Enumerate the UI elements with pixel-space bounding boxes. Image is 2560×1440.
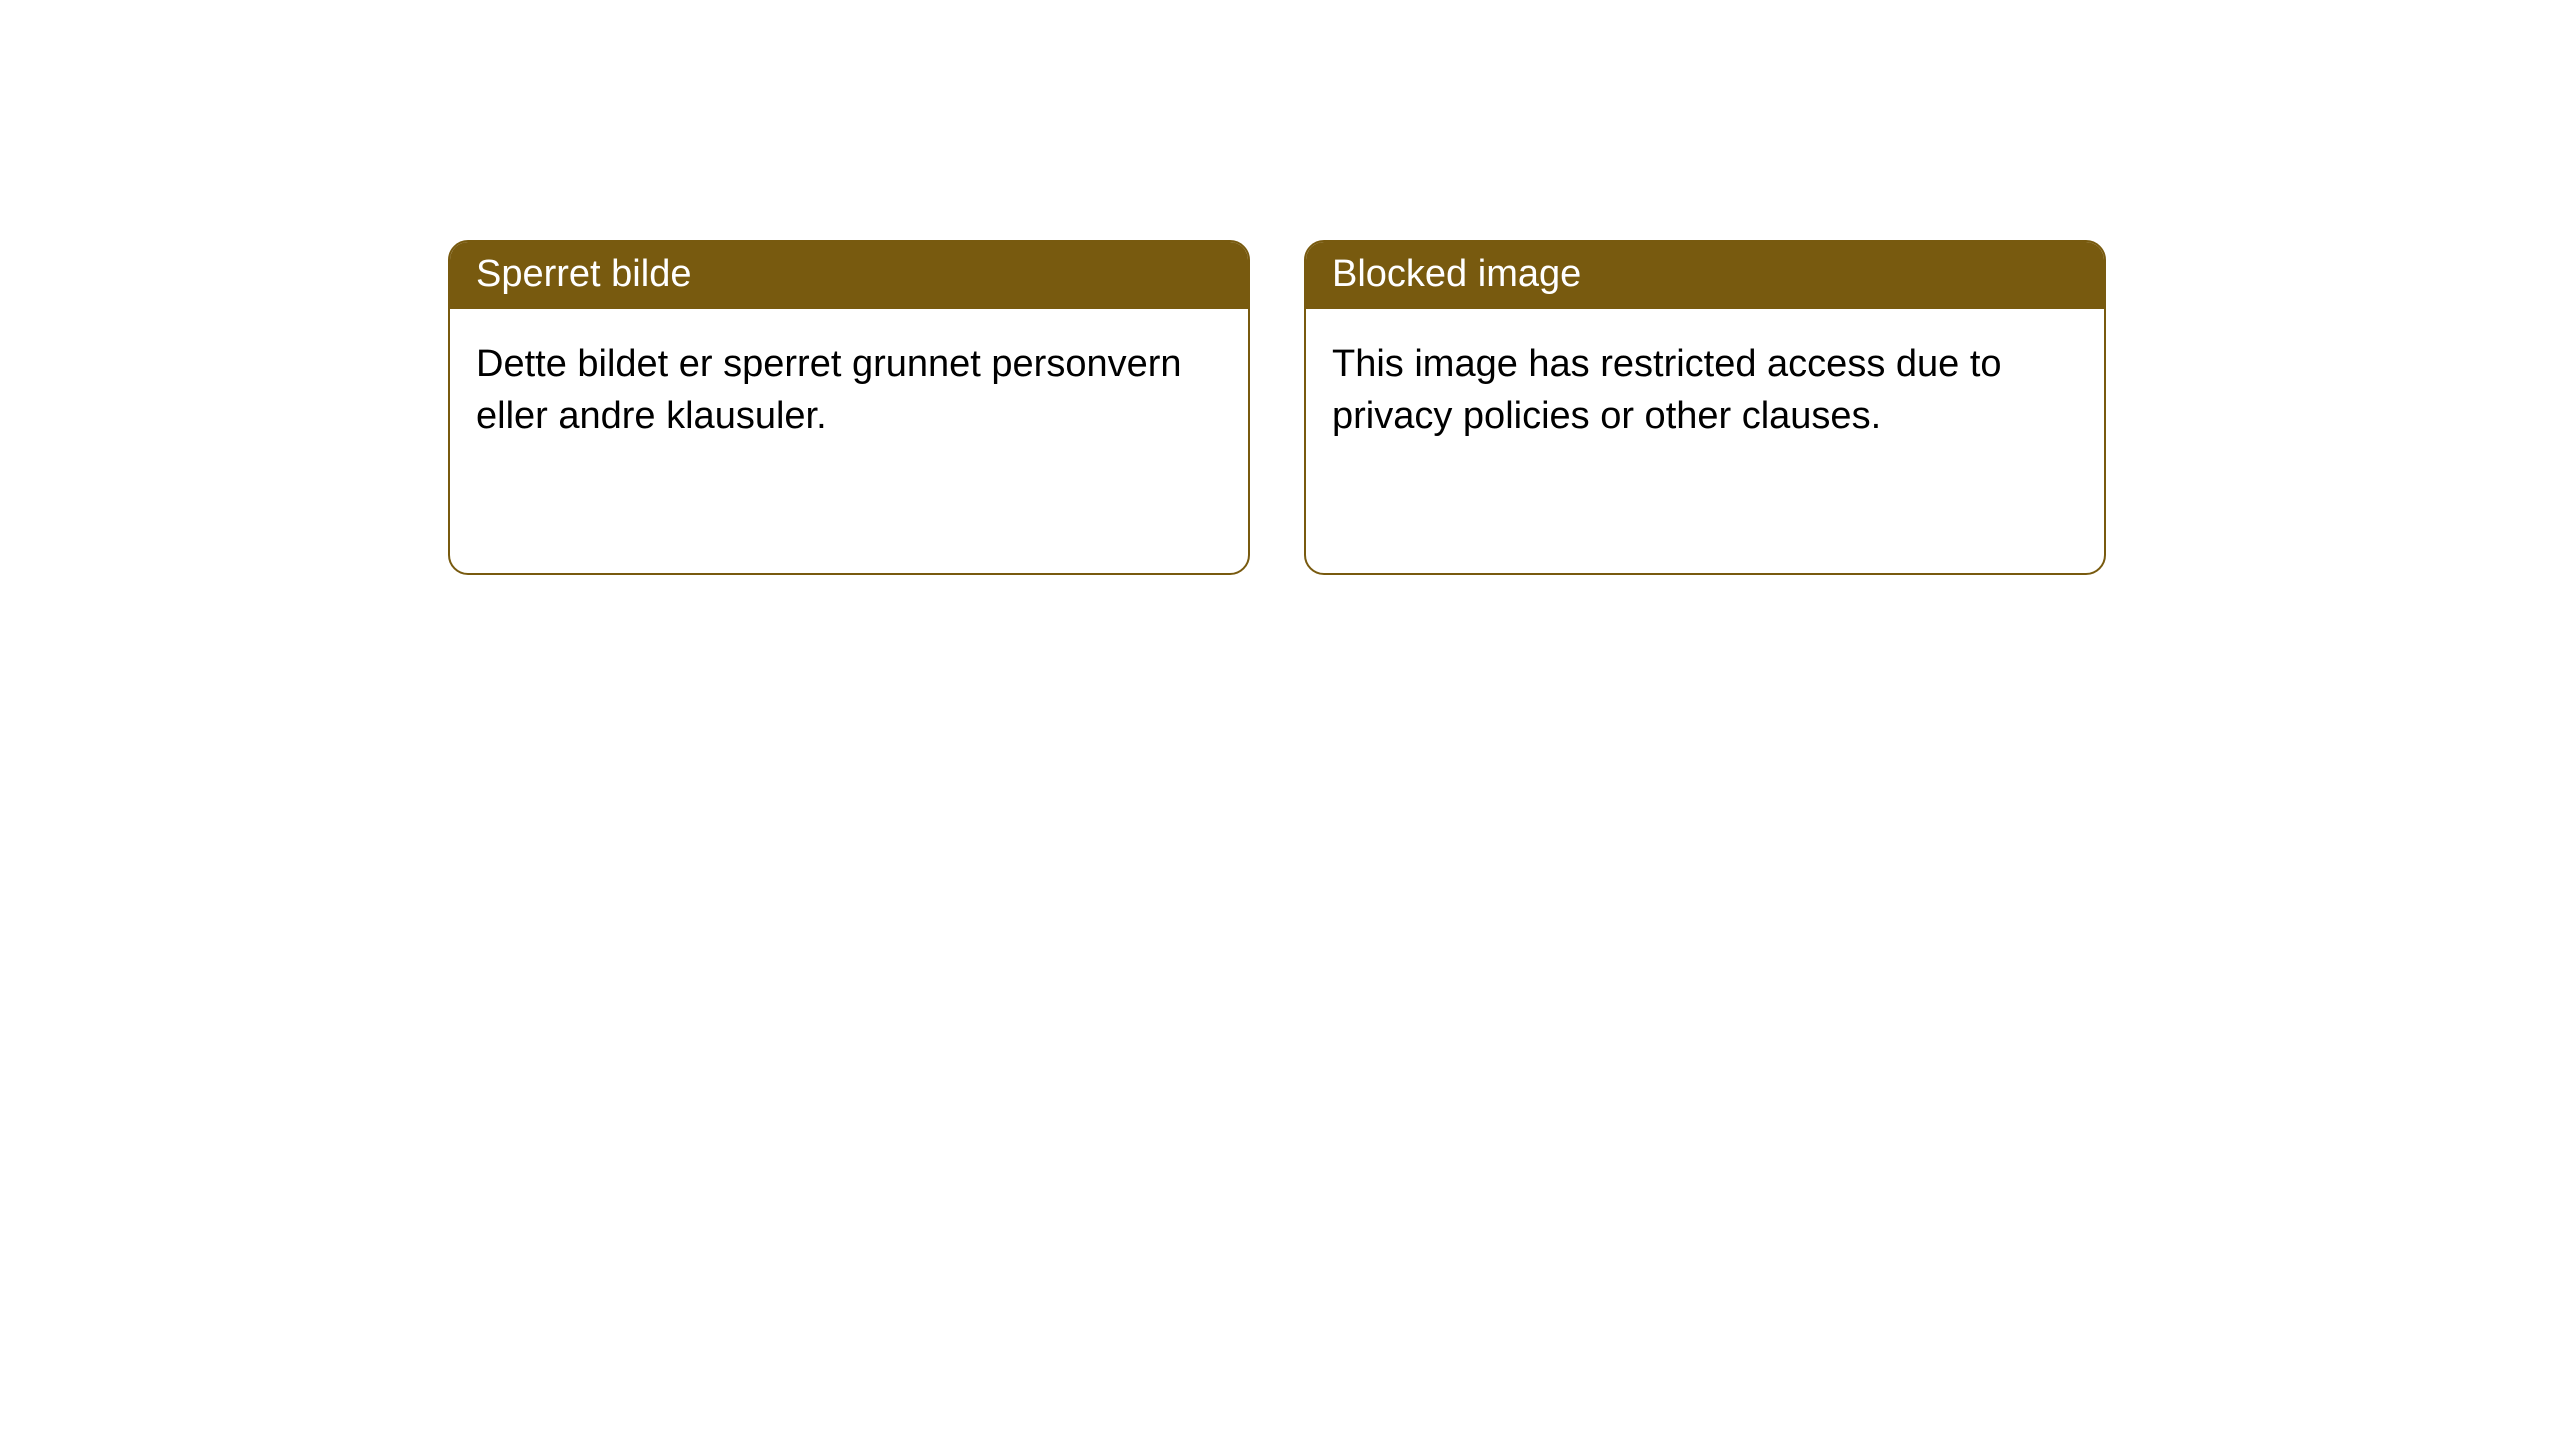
blocked-image-card-en: Blocked image This image has restricted … xyxy=(1304,240,2106,575)
cards-container: Sperret bilde Dette bildet er sperret gr… xyxy=(0,0,2560,575)
card-header-no: Sperret bilde xyxy=(450,242,1248,309)
blocked-image-card-no: Sperret bilde Dette bildet er sperret gr… xyxy=(448,240,1250,575)
card-body-no: Dette bildet er sperret grunnet personve… xyxy=(450,309,1248,472)
card-header-en: Blocked image xyxy=(1306,242,2104,309)
card-body-en: This image has restricted access due to … xyxy=(1306,309,2104,472)
